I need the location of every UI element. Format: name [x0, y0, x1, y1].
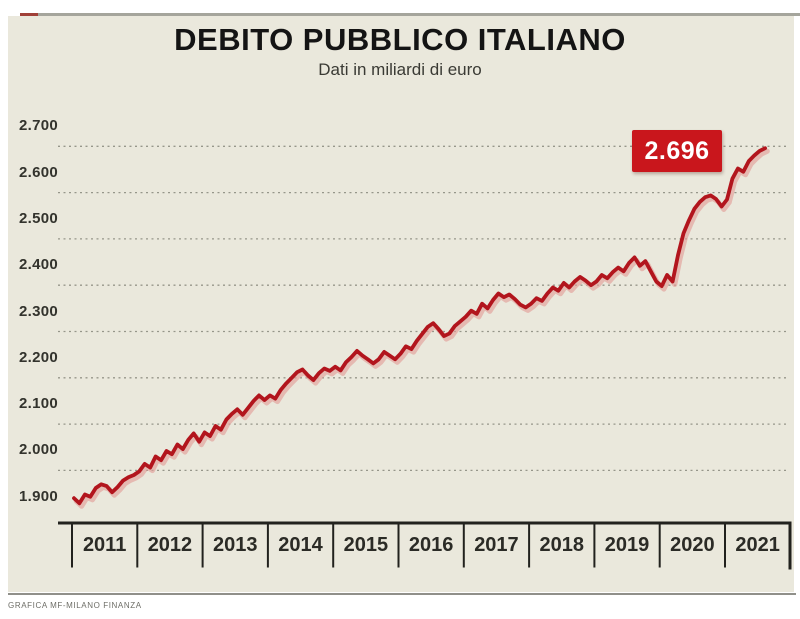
x-axis-label: 2015 [343, 534, 389, 556]
chart-subtitle: Dati in miliardi di euro [318, 60, 482, 79]
y-axis-label: 2.500 [18, 209, 58, 227]
x-axis-label: 2013 [213, 534, 258, 556]
debt-line [72, 146, 767, 506]
x-axis-label: 2017 [474, 534, 519, 556]
chart-panel-background [8, 16, 794, 592]
x-axis-label: 2011 [82, 534, 127, 556]
y-axis-label: 2.200 [18, 348, 58, 366]
x-axis-label: 2021 [735, 534, 780, 556]
debt-line-shadow [73, 148, 770, 509]
y-axis-label: 2.000 [18, 441, 58, 459]
x-axis-label: 2020 [670, 534, 715, 556]
bottom-divider-rule [8, 593, 796, 595]
x-axis-label: 2014 [278, 534, 323, 556]
source-credit: GRAFICA MF-MILANO FINANZA [8, 601, 142, 610]
y-axis-label: 2.700 [18, 117, 58, 135]
x-axis-label: 2012 [147, 534, 193, 556]
y-axis-label: 2.400 [18, 256, 58, 274]
x-axis-label: 2018 [539, 534, 585, 556]
top-divider-red-accent [20, 13, 38, 17]
chart-title: DEBITO PUBBLICO ITALIANO [174, 22, 626, 57]
y-axis-label: 1.900 [18, 487, 58, 505]
peak-value-callout: 2.696 [632, 130, 722, 172]
peak-value-label: 2.696 [644, 136, 710, 165]
y-axis-label: 2.300 [18, 302, 58, 320]
x-axis-label: 2016 [408, 534, 454, 556]
top-divider-rule [20, 13, 800, 16]
y-axis-label: 2.600 [18, 163, 58, 181]
y-axis-label: 2.100 [18, 395, 58, 413]
x-axis-label: 2019 [604, 534, 650, 556]
